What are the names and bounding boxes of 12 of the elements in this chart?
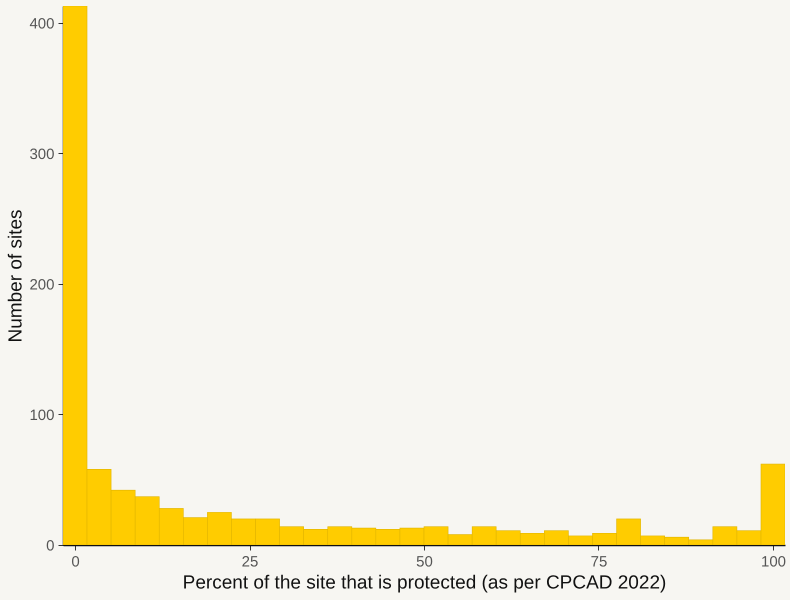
y-tick-label: 200 (29, 276, 54, 294)
x-tick-label: 0 (71, 554, 80, 570)
y-tick-label: 0 (46, 538, 54, 554)
y-tick-label: 300 (29, 146, 54, 163)
x-tick-label: 75 (590, 554, 608, 570)
x-axis-title: Percent of the site that is protected (as per CPCAD 2022) (182, 572, 666, 594)
y-tick-label: 400 (29, 15, 54, 32)
y-axis-title: Number of sites (5, 209, 26, 343)
x-tick-label: 25 (242, 554, 258, 570)
x-tick-label: 100 (760, 554, 786, 570)
y-tick-label: 100 (29, 406, 54, 424)
x-tick-label: 50 (416, 554, 433, 570)
